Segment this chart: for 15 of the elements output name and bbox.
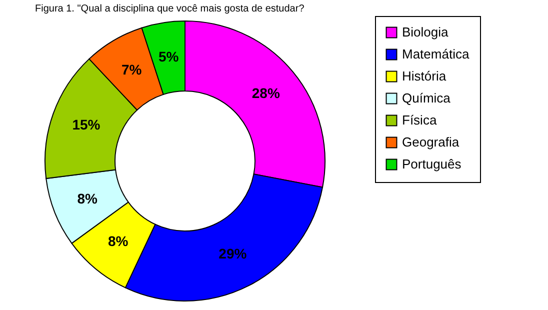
data-label: 5%: [158, 48, 180, 64]
chart-title: Figura 1. "Qual a disciplina que você mais gosta de estudar?: [35, 4, 305, 14]
data-label: 29%: [218, 246, 248, 262]
legend-label: Geografia: [402, 134, 460, 150]
data-label: 28%: [252, 85, 280, 102]
data-label: 8%: [108, 232, 129, 249]
data-label: 8%: [77, 190, 98, 207]
legend-label: História: [402, 68, 447, 84]
legend-label: Matemática: [402, 46, 470, 62]
data-label: 7%: [121, 62, 142, 78]
legend-label: Português: [402, 156, 462, 172]
legend-label: Biologia: [402, 24, 450, 40]
legend-label: Química: [402, 90, 452, 106]
data-label: 15%: [72, 116, 101, 132]
legend-label: Física: [402, 112, 438, 128]
